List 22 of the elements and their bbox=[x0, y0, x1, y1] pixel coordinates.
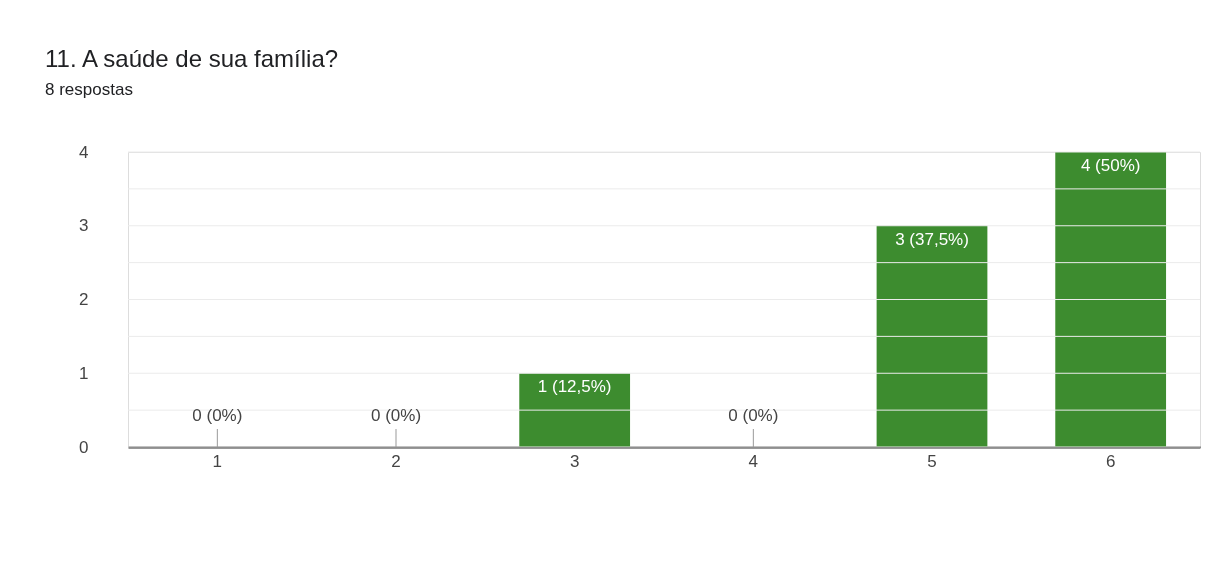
x-tick-label: 5 bbox=[927, 451, 937, 471]
x-tick-label: 4 bbox=[748, 451, 759, 471]
y-tick-label: 1 bbox=[79, 363, 89, 383]
data-label: 4 (50%) bbox=[1080, 156, 1141, 175]
data-label: 0 (0%) bbox=[728, 406, 779, 425]
y-tick-label: 3 bbox=[79, 216, 89, 236]
chart-title: 11. A saúde de sua família? bbox=[45, 45, 339, 72]
bar bbox=[1055, 152, 1167, 447]
y-tick-label: 4 bbox=[79, 142, 89, 162]
x-tick-label: 3 bbox=[569, 451, 580, 471]
bar bbox=[876, 225, 988, 447]
data-label: 3 (37,5%) bbox=[895, 229, 969, 249]
chart-subtitle: 8 respostas bbox=[45, 80, 133, 99]
x-tick-label: 6 bbox=[1105, 451, 1116, 471]
data-label: 0 (0%) bbox=[370, 406, 422, 425]
data-label: 0 (0%) bbox=[192, 406, 243, 425]
y-tick-label: 0 bbox=[79, 437, 89, 457]
y-tick-label: 2 bbox=[79, 290, 89, 309]
bar bbox=[519, 373, 631, 447]
x-tick-label: 2 bbox=[391, 451, 401, 471]
data-label: 1 (12,5%) bbox=[537, 377, 612, 397]
x-tick-label: 1 bbox=[212, 451, 223, 471]
